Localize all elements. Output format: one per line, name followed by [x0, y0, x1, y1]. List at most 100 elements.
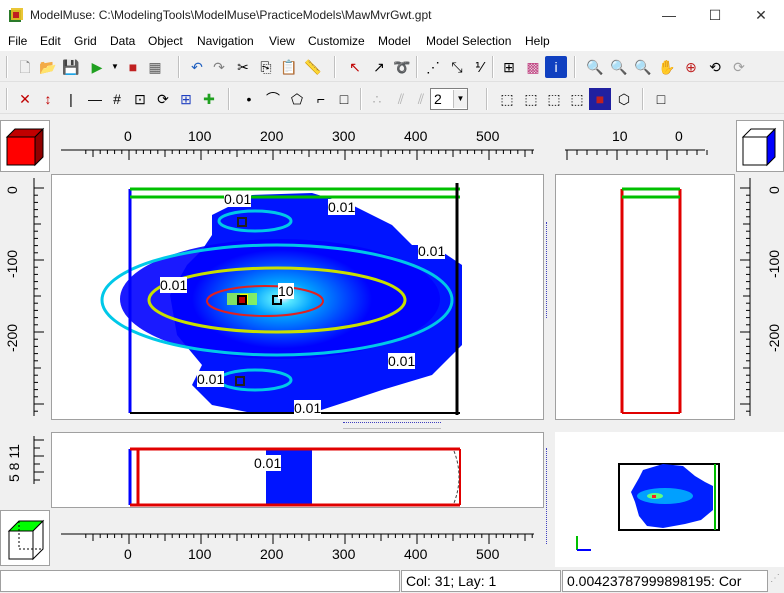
- layer-select[interactable]: 2 ▼: [430, 88, 468, 110]
- cube-view-1-icon[interactable]: ⬚: [500, 91, 514, 107]
- add-icon[interactable]: ✚: [203, 91, 215, 107]
- menu-view[interactable]: View: [269, 34, 295, 48]
- menu-help[interactable]: Help: [525, 34, 550, 48]
- bottom-ruler-label: 200: [260, 546, 284, 562]
- top-view-panel[interactable]: 0.01 0.01 0.01 0.01 10 0.01 0.01 0.01: [51, 174, 544, 420]
- add-vertex-icon[interactable]: ⤡: [451, 59, 463, 75]
- point-object-icon[interactable]: •: [246, 91, 252, 107]
- splitter-handle[interactable]: [343, 422, 441, 429]
- square-select-icon[interactable]: □: [656, 91, 666, 107]
- export-icon[interactable]: ■: [128, 59, 138, 75]
- select-arrow-icon[interactable]: ↖: [349, 59, 361, 75]
- top-view-cube-button[interactable]: [0, 120, 50, 172]
- bottom-x-ruler: 0 100 200 300 400 500: [51, 510, 544, 566]
- cube-view-4-icon[interactable]: ⬚: [570, 91, 584, 107]
- grid-spacing-icon[interactable]: ⊡: [134, 91, 146, 107]
- vertical-splitter[interactable]: [544, 174, 554, 420]
- three-d-view-panel[interactable]: [555, 432, 784, 567]
- splitter-handle[interactable]: [546, 222, 552, 318]
- maximize-button[interactable]: ☐: [708, 7, 722, 23]
- bottom-ruler-label: 100: [188, 546, 212, 562]
- run-dropdown-icon[interactable]: ▼: [111, 62, 119, 71]
- edit-vertex-icon[interactable]: ⅟: [475, 59, 483, 75]
- undo-icon[interactable]: ↶: [191, 59, 203, 75]
- restore-view-icon[interactable]: ⟲: [709, 59, 721, 75]
- colored-cube-icon[interactable]: ■: [589, 88, 611, 110]
- redo-icon[interactable]: ↷: [213, 59, 225, 75]
- zoom-out-icon[interactable]: 🔍: [634, 59, 652, 75]
- menu-model-selection[interactable]: Model Selection: [426, 34, 512, 48]
- left-ruler-label: -100: [4, 249, 20, 278]
- contour-label: 0.01: [294, 400, 322, 416]
- move-grid-line-icon[interactable]: ↕: [44, 91, 52, 107]
- layer-select-value: 2: [434, 91, 442, 107]
- copy-icon[interactable]: ⎘: [260, 59, 272, 75]
- menu-navigation[interactable]: Navigation: [197, 34, 254, 48]
- side-view-panel[interactable]: [555, 174, 735, 420]
- next-view-icon[interactable]: ⟳: [733, 59, 745, 75]
- toolbar-separator: [360, 88, 362, 110]
- vertex-icon[interactable]: ⋰: [426, 59, 440, 75]
- polyline-icon[interactable]: ⌒: [266, 91, 280, 107]
- splitter-handle[interactable]: [546, 448, 552, 544]
- menu-data[interactable]: Data: [110, 34, 136, 48]
- chevron-down-icon[interactable]: ▼: [453, 90, 467, 108]
- color-grid-icon[interactable]: ▩: [526, 59, 540, 75]
- fill-lines-icon[interactable]: ⫽: [397, 91, 405, 107]
- polygon-icon[interactable]: ⬠: [290, 91, 304, 107]
- menu-grid[interactable]: Grid: [74, 34, 97, 48]
- left-ruler-label: -200: [4, 323, 20, 352]
- menu-object[interactable]: Object: [148, 34, 183, 48]
- status-value: 0.00423787999898195: Cor: [562, 570, 768, 592]
- front-view-cube-button[interactable]: [0, 510, 50, 566]
- wireframe-cube-icon[interactable]: ⬡: [617, 91, 631, 107]
- left-y-ruler: 0 -100 -200: [0, 174, 50, 420]
- top-ruler-label: 100: [188, 128, 212, 144]
- select-lasso-icon[interactable]: ➰: [393, 59, 411, 75]
- toolbar-separator: [486, 88, 488, 110]
- top-view-plot: [100, 183, 462, 415]
- save-icon[interactable]: 💾: [62, 59, 80, 75]
- info-icon[interactable]: i: [545, 56, 567, 78]
- menu-model[interactable]: Model: [378, 34, 411, 48]
- open-folder-icon[interactable]: 📂: [39, 59, 57, 75]
- fill-points-icon[interactable]: ∴: [372, 91, 382, 107]
- pan-hand-icon[interactable]: ✋: [658, 59, 676, 75]
- menu-edit[interactable]: Edit: [40, 34, 61, 48]
- visualize-icon[interactable]: ▦: [148, 59, 162, 75]
- zoom-in-icon[interactable]: 🔍: [610, 59, 628, 75]
- toolbar-separator: [642, 88, 644, 110]
- straight-line-icon[interactable]: ⌐: [316, 91, 326, 107]
- cube-view-3-icon[interactable]: ⬚: [547, 91, 561, 107]
- close-button[interactable]: ✕: [755, 7, 767, 23]
- top-ruler-label: 200: [260, 128, 284, 144]
- minimize-button[interactable]: —: [662, 7, 676, 23]
- measure-icon[interactable]: 📏: [304, 59, 322, 75]
- front-view-panel[interactable]: 0.01: [51, 432, 544, 508]
- resize-grip-icon[interactable]: ⋰: [770, 573, 780, 584]
- side-view-cube-button[interactable]: [736, 120, 784, 172]
- select-point-icon[interactable]: ↗: [373, 59, 385, 75]
- add-vertical-line-icon[interactable]: |: [69, 91, 73, 107]
- horizontal-splitter[interactable]: [51, 420, 544, 432]
- zoom-extents-icon[interactable]: ⊕: [685, 59, 697, 75]
- fill-area-icon[interactable]: ⫽: [417, 91, 425, 107]
- delete-grid-line-icon[interactable]: ✕: [19, 91, 31, 107]
- run-model-icon[interactable]: ▶: [91, 59, 103, 75]
- contour-label: 0.01: [418, 243, 446, 259]
- cut-icon[interactable]: ✂: [237, 59, 249, 75]
- right-ruler-label: -100: [766, 249, 782, 278]
- new-file-icon[interactable]: 🗋: [19, 59, 31, 75]
- generate-grid-icon[interactable]: ⊞: [180, 91, 192, 107]
- menu-customize[interactable]: Customize: [308, 34, 365, 48]
- paste-icon[interactable]: 📋: [280, 59, 298, 75]
- add-horizontal-line-icon[interactable]: —: [88, 91, 102, 107]
- menu-file[interactable]: File: [8, 34, 28, 48]
- zoom-icon[interactable]: 🔍: [586, 59, 604, 75]
- rotate-grid-icon[interactable]: ⟳: [157, 91, 169, 107]
- cube-view-2-icon[interactable]: ⬚: [524, 91, 538, 107]
- grid-icon[interactable]: #: [113, 91, 121, 107]
- rectangle-icon[interactable]: □: [339, 91, 349, 107]
- vertical-splitter-lower[interactable]: [544, 432, 554, 567]
- tree-icon[interactable]: ⊞: [503, 59, 515, 75]
